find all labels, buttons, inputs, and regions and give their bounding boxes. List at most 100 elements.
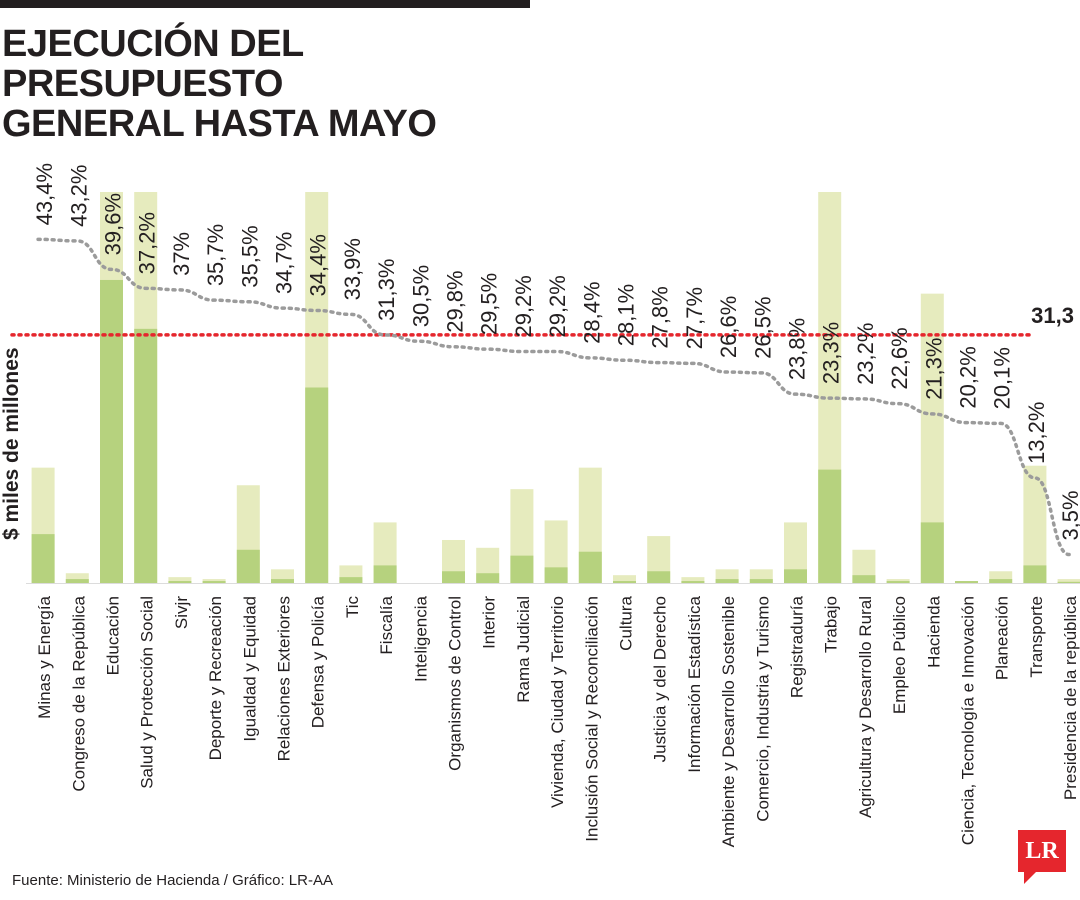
bar-executed (236, 549, 260, 583)
execution-line (36, 237, 1071, 557)
execution-label: 33,9% (340, 238, 365, 300)
bar-executed (1023, 565, 1047, 583)
bar-executed (681, 581, 705, 583)
execution-label: 34,7% (272, 232, 297, 294)
bar-executed (920, 522, 944, 583)
category-label: Planeación (993, 596, 1012, 680)
execution-label: 29,2% (511, 275, 536, 337)
bar-total (1057, 579, 1080, 583)
category-label: Comercio, Industria y Turismo (753, 596, 772, 822)
category-label: Minas y Energía (35, 595, 54, 718)
bar-executed (749, 579, 773, 583)
execution-label: 27,7% (682, 287, 707, 349)
category-label: Relaciones Exteriores (275, 596, 294, 761)
execution-label: 26,6% (716, 296, 741, 358)
lr-logo-mark: LR (1018, 830, 1066, 872)
execution-label: 20,1% (990, 347, 1015, 409)
category-label: Igualdad y Equidad (240, 596, 259, 742)
bar-executed (168, 581, 192, 583)
bar-executed (476, 573, 500, 583)
bar-total (989, 571, 1013, 583)
source-note: Fuente: Ministerio de Hacienda / Gráfico… (12, 872, 333, 889)
bar-executed (31, 534, 55, 583)
category-label: Tic (343, 596, 362, 619)
bar-executed (65, 579, 89, 583)
execution-label: 22,6% (887, 327, 912, 389)
execution-label: 35,5% (237, 225, 262, 287)
execution-label: 28,4% (579, 281, 604, 343)
bar-total (613, 575, 636, 583)
bar-total (168, 577, 192, 583)
bar-executed (989, 579, 1013, 583)
bar-total (784, 522, 807, 583)
execution-label: 13,2% (1024, 402, 1049, 464)
bar-executed (305, 387, 329, 583)
bar-executed (886, 581, 910, 583)
execution-label: 29,2% (545, 275, 570, 337)
category-label: Defensa y Policía (309, 595, 328, 728)
bar-total (65, 573, 89, 583)
category-label: Inteligencia (411, 595, 430, 682)
chart-title-line-1: EJECUCIÓN DEL PRESUPUESTO (2, 23, 304, 105)
category-label: Hacienda (924, 595, 943, 667)
average-label: 31,3 (1031, 303, 1074, 328)
execution-label: 43,4% (32, 163, 57, 225)
category-label: Salud y Protección Social (138, 596, 157, 789)
bar-executed (373, 565, 397, 583)
category-label: Inclusión Social y Reconciliación (582, 596, 601, 842)
bar-executed (510, 555, 534, 583)
execution-label: 23,2% (853, 323, 878, 385)
bar-executed (818, 469, 842, 583)
category-label: Fiscalía (377, 595, 396, 654)
bar-executed (715, 579, 739, 583)
category-label: Ambiente y Desarrollo Sostenible (719, 596, 738, 847)
bar-total (852, 549, 876, 583)
bar-executed (271, 579, 294, 583)
execution-label: 23,8% (785, 318, 810, 380)
category-label: Interior (480, 596, 499, 649)
category-label: Presidencia de la república (1061, 595, 1080, 800)
execution-label: 35,7% (203, 224, 228, 286)
execution-label: 34,4% (306, 234, 331, 296)
bar-executed (544, 567, 568, 583)
category-label: Congreso de la República (69, 595, 88, 791)
category-label: Deporte y Recreación (206, 596, 225, 760)
y-axis-label: $ miles de millones (0, 347, 23, 540)
execution-label: 43,2% (66, 165, 91, 227)
bar-executed (613, 581, 636, 583)
execution-label: 23,3% (819, 322, 844, 384)
bar-executed (202, 581, 226, 583)
lr-logo: LR (1018, 830, 1066, 886)
bar-executed (134, 328, 158, 583)
category-label: Educación (104, 596, 123, 675)
execution-label: 29,8% (443, 270, 468, 332)
category-label: Organismos de Control (446, 596, 465, 771)
category-label: Transporte (1027, 596, 1046, 678)
title-rule (0, 0, 530, 8)
category-label: Ciencia, Tecnología e Innovación (959, 596, 978, 845)
bar-total (1023, 465, 1047, 583)
execution-label: 21,3% (921, 338, 946, 400)
category-label: Rama Judicial (514, 596, 533, 703)
category-label: Cultura (617, 595, 636, 650)
category-label: Justicia y del Derecho (651, 596, 670, 762)
execution-label: 28,1% (614, 284, 639, 346)
category-label: Vivienda, Ciudad y Territorio (548, 596, 567, 808)
execution-label: 39,6% (101, 193, 126, 255)
bar-executed (339, 577, 363, 583)
execution-label: 37% (169, 232, 194, 276)
execution-label: 29,5% (477, 273, 502, 335)
bar-executed (1057, 581, 1080, 583)
category-label: Agricultura y Desarrollo Rural (856, 596, 875, 818)
execution-label: 31,3% (374, 259, 399, 321)
bar-executed (100, 279, 123, 583)
bar-total (681, 577, 705, 583)
execution-label: 20,2% (956, 346, 981, 408)
bar-executed (442, 571, 465, 583)
category-label: Registraduría (788, 595, 807, 698)
execution-label: 3,5% (1058, 490, 1080, 540)
category-label: Sivjr (172, 596, 191, 629)
execution-label: 26,5% (750, 296, 775, 358)
category-label: Trabajo (822, 596, 841, 653)
chart-title: EJECUCIÓN DEL PRESUPUESTO GENERAL HASTA … (2, 24, 562, 144)
